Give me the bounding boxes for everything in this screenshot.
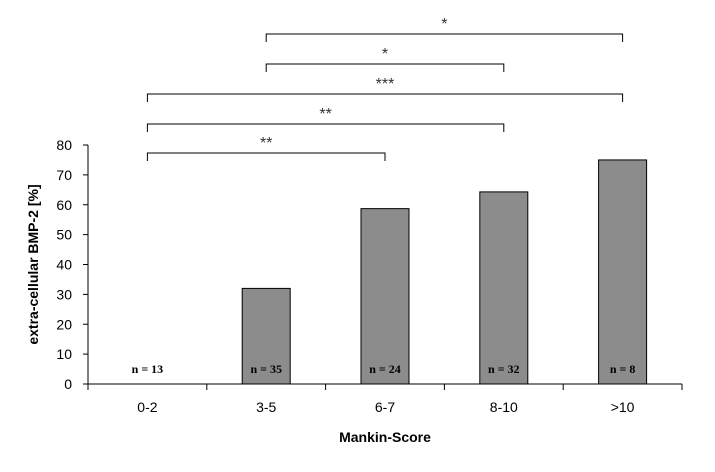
sample-size-label: n = 32 (488, 362, 520, 376)
significance-label: *** (376, 76, 395, 93)
x-tick-label: >10 (611, 399, 635, 415)
significance-label: * (441, 16, 447, 33)
sample-size-label: n = 13 (132, 362, 164, 376)
y-tick-label: 60 (56, 197, 72, 213)
significance-brackets: ********* (146, 16, 624, 161)
y-tick-label: 50 (56, 227, 72, 243)
x-axis-title: Mankin-Score (339, 429, 431, 445)
y-tick-label: 40 (56, 257, 72, 273)
bar (241, 287, 291, 385)
bar (360, 208, 410, 385)
significance-label: ** (260, 135, 272, 152)
y-tick-label: 30 (56, 286, 72, 302)
y-tick-label: 0 (64, 376, 72, 392)
y-tick-label: 10 (56, 346, 72, 362)
bars: n = 13 n = 35 n = 24 n = 32 n = 8 (132, 159, 648, 385)
x-tick-label: 0-2 (137, 399, 157, 415)
y-tick-label: 70 (56, 167, 72, 183)
y-tick-label: 80 (56, 137, 72, 153)
sample-size-label: n = 35 (250, 362, 282, 376)
bar (598, 159, 648, 385)
sample-size-label: n = 8 (610, 362, 636, 376)
y-tick-label: 20 (56, 316, 72, 332)
significance-bracket (265, 33, 624, 42)
ticks: 0 10 20 30 40 50 60 70 80 0-2 3-5 6-7 8-10 >10 (56, 137, 683, 415)
significance-label: ** (319, 106, 331, 123)
x-tick-label: 8-10 (490, 399, 518, 415)
bar (479, 191, 529, 385)
significance-bracket (265, 63, 505, 72)
y-axis-title: extra-cellular BMP-2 [%] (25, 184, 41, 344)
x-tick-label: 6-7 (375, 399, 395, 415)
significance-bracket (146, 152, 386, 161)
significance-bracket (146, 123, 505, 132)
significance-label: * (382, 46, 388, 63)
significance-bracket (146, 93, 624, 102)
sample-size-label: n = 24 (369, 362, 401, 376)
x-tick-label: 3-5 (256, 399, 276, 415)
